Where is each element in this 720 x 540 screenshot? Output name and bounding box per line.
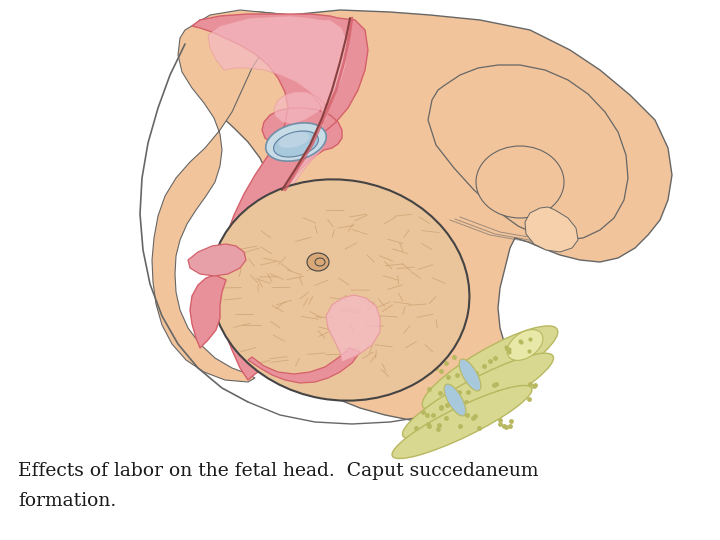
Polygon shape xyxy=(525,207,578,252)
Ellipse shape xyxy=(274,131,318,157)
Polygon shape xyxy=(192,14,368,380)
Text: Effects of labor on the fetal head.  Caput succedaneum: Effects of labor on the fetal head. Capu… xyxy=(18,462,539,480)
Ellipse shape xyxy=(444,384,466,416)
Polygon shape xyxy=(152,10,290,382)
Polygon shape xyxy=(248,348,360,383)
Polygon shape xyxy=(190,275,226,348)
Ellipse shape xyxy=(266,123,326,161)
Text: formation.: formation. xyxy=(18,492,116,510)
Polygon shape xyxy=(185,10,672,422)
Ellipse shape xyxy=(279,132,310,148)
Ellipse shape xyxy=(402,353,554,439)
Ellipse shape xyxy=(307,253,329,271)
Ellipse shape xyxy=(392,386,532,458)
Ellipse shape xyxy=(507,329,543,360)
Ellipse shape xyxy=(459,359,481,391)
Ellipse shape xyxy=(476,146,564,218)
Polygon shape xyxy=(208,16,348,368)
Polygon shape xyxy=(326,295,380,362)
Polygon shape xyxy=(188,244,246,276)
Ellipse shape xyxy=(210,179,469,401)
Polygon shape xyxy=(428,65,628,240)
Ellipse shape xyxy=(422,326,558,410)
